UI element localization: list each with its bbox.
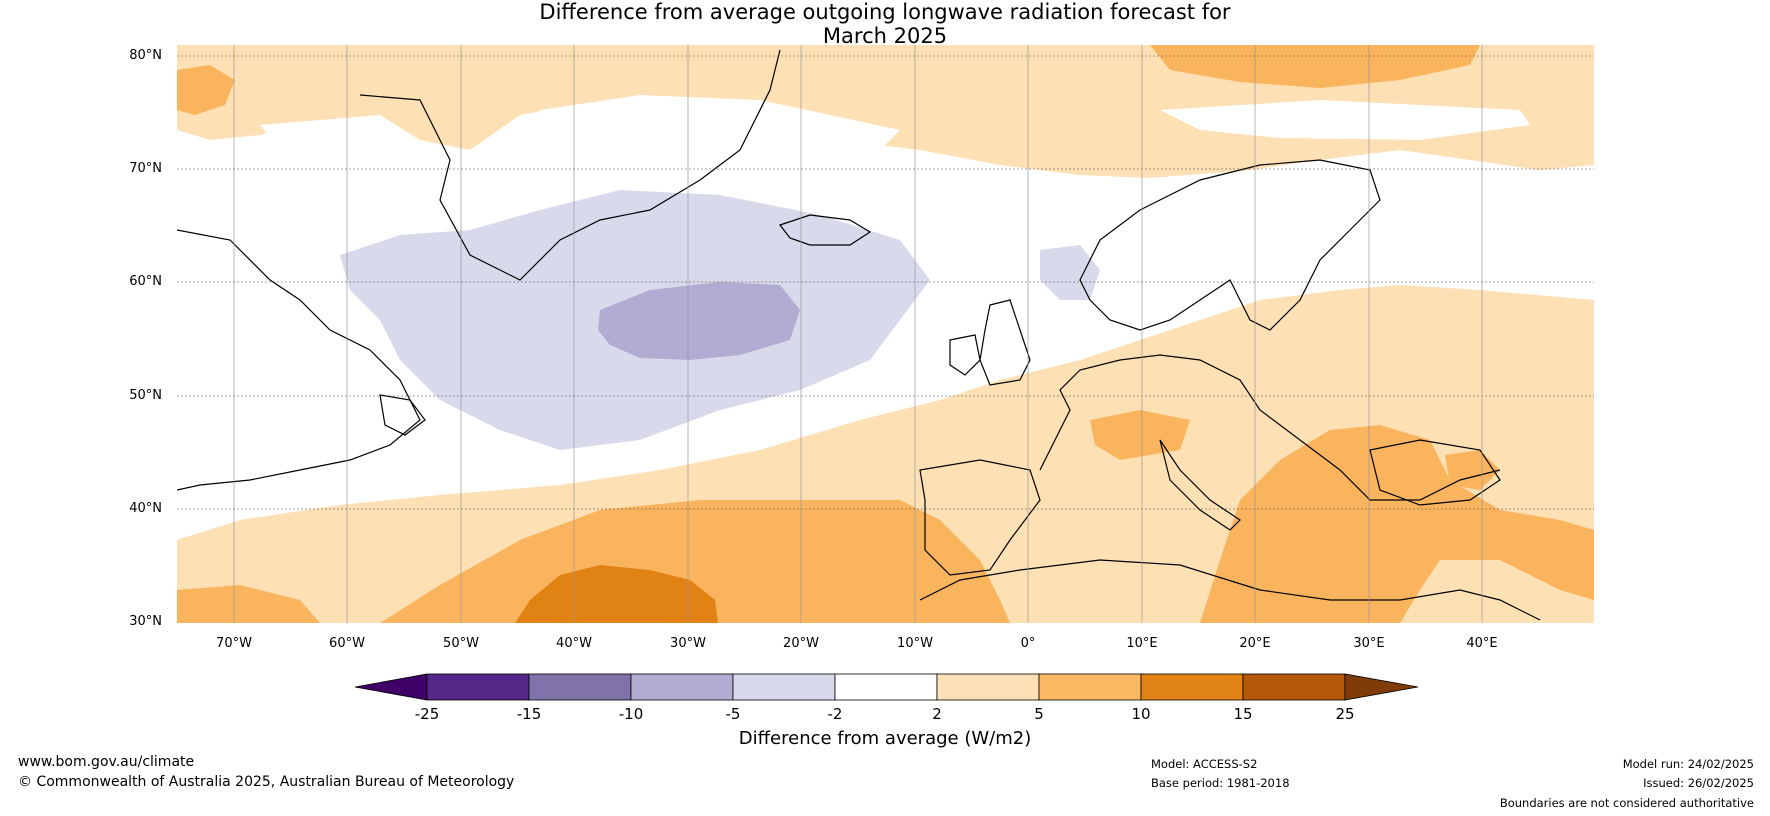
lon-label-0: 0°: [1020, 636, 1036, 651]
title-line-1: Difference from average outgoing longwav…: [539, 0, 1231, 24]
colorbar-seg-5: [936, 673, 1040, 701]
disclaimer-text: Boundaries are not considered authoritat…: [1499, 796, 1754, 810]
ireland-coast: [949, 334, 981, 376]
lon-label-40e: 40°E: [1466, 636, 1498, 651]
lat-label-70n: 70°N: [129, 161, 162, 176]
colorbar-seg-6: [1038, 673, 1142, 701]
colorbar-max-arrow: [1344, 673, 1419, 701]
lon-label-70w: 70°W: [216, 636, 252, 651]
colorbar-seg-3: [732, 673, 836, 701]
colorbar-tick-6: 5: [1034, 705, 1044, 723]
website-link[interactable]: www.bom.gov.au/climate: [18, 754, 195, 770]
colorbar-seg-1: [528, 673, 632, 701]
model-run-text: Model run: 24/02/2025: [1622, 757, 1754, 771]
map-title: Difference from average outgoing longwav…: [0, 0, 1770, 48]
anomaly-negative-mid-core: [598, 282, 800, 360]
latitude-gridlines: [177, 55, 1594, 510]
model-text: Model: ACCESS-S2: [1151, 757, 1258, 771]
colorbar: [354, 673, 1419, 701]
lon-label-30e: 30°E: [1353, 636, 1385, 651]
uk-coast: [979, 299, 1031, 386]
lon-label-40w: 40°W: [556, 636, 592, 651]
lat-label-50n: 50°N: [129, 388, 162, 403]
scandinavia-coast: [1079, 159, 1381, 331]
lat-label-60n: 60°N: [129, 274, 162, 289]
black-sea-coast: [1369, 439, 1501, 506]
lat-label-80n: 80°N: [129, 48, 162, 63]
lon-label-20w: 20°W: [783, 636, 819, 651]
colorbar-seg-2: [630, 673, 734, 701]
lon-label-60w: 60°W: [329, 636, 365, 651]
colorbar-tick-2: -10: [618, 705, 644, 723]
colorbar-tick-0: -25: [414, 705, 440, 723]
colorbar-tick-5: 2: [932, 705, 942, 723]
colorbar-tick-8: 15: [1233, 705, 1253, 723]
colorbar-tick-1: -15: [516, 705, 542, 723]
colorbar-seg-4: [834, 673, 938, 701]
anomaly-positive-strong: [515, 565, 718, 623]
newfoundland-coast: [379, 394, 426, 436]
colorbar-tick-7: 10: [1131, 705, 1151, 723]
colorbar-tick-3: -5: [725, 705, 741, 723]
colorbar-seg-8: [1242, 673, 1346, 701]
north-africa-coast: [919, 559, 1541, 621]
lat-label-30n: 30°N: [129, 614, 162, 629]
copyright-text: © Commonwealth of Australia 2025, Austra…: [18, 774, 515, 790]
colorbar-tick-9: 25: [1335, 705, 1355, 723]
colorbar-tick-4: -2: [827, 705, 843, 723]
colorbar-seg-7: [1140, 673, 1244, 701]
europe-coast: [1039, 354, 1501, 501]
colorbar-seg-0: [426, 673, 530, 701]
anomaly-positive-mid-south: [177, 585, 320, 623]
lon-label-30w: 30°W: [670, 636, 706, 651]
greenland-coast: [359, 49, 781, 281]
longitude-gridlines: [233, 45, 1483, 623]
iberia-coast: [919, 459, 1041, 576]
lon-label-10e: 10°E: [1126, 636, 1158, 651]
colorbar-min-arrow: [354, 673, 428, 701]
iceland-coast: [779, 214, 872, 246]
lat-label-40n: 40°N: [129, 501, 162, 516]
lon-label-10w: 10°W: [897, 636, 933, 651]
italy-coast: [1159, 439, 1241, 531]
lon-label-50w: 50°W: [443, 636, 479, 651]
coastlines: [177, 49, 1541, 621]
title-line-2: March 2025: [822, 24, 948, 48]
anomaly-positive-mid-west: [177, 65, 235, 115]
lon-label-20e: 20°E: [1239, 636, 1271, 651]
colorbar-label: Difference from average (W/m2): [738, 728, 1032, 749]
base-period-text: Base period: 1981-2018: [1151, 776, 1290, 790]
issued-text: Issued: 26/02/2025: [1643, 776, 1754, 790]
